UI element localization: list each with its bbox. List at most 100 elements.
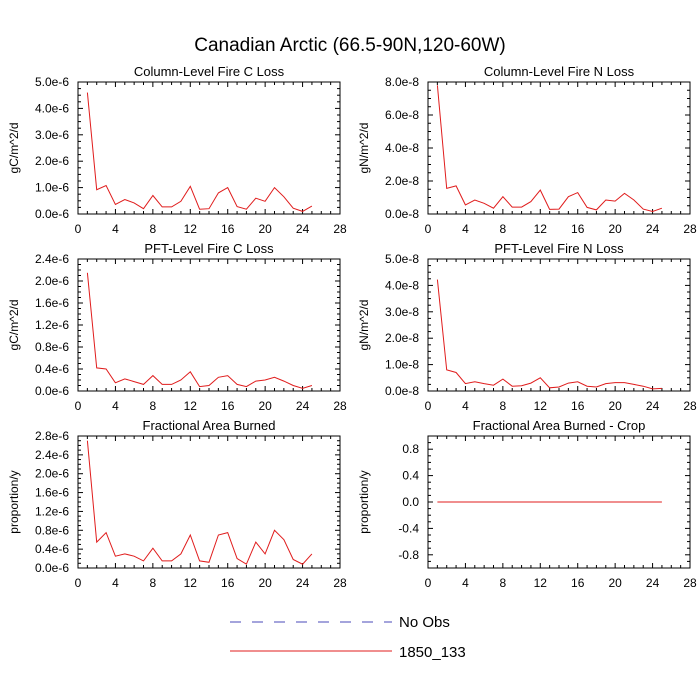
y-tick-label: 0.0e-6 xyxy=(35,561,69,575)
y-axis-label: gC/m^2/d xyxy=(7,123,21,174)
panel-title: Column-Level Fire C Loss xyxy=(134,64,285,79)
y-tick-label: 2.0e-8 xyxy=(385,331,419,345)
series-line xyxy=(436,85,663,213)
x-tick-label: 12 xyxy=(534,399,548,413)
x-tick-label: 16 xyxy=(221,399,235,413)
legend-label-1850-133: 1850_133 xyxy=(399,644,466,661)
y-tick-label: 0.0e-8 xyxy=(385,384,419,398)
page-title: Canadian Arctic (66.5-90N,120-60W) xyxy=(194,35,506,56)
y-tick-label: 3.0e-6 xyxy=(35,128,69,142)
y-axis-label: gN/m^2/d xyxy=(357,123,371,174)
x-tick-label: 8 xyxy=(150,576,157,590)
y-tick-label: 4.0e-6 xyxy=(35,101,69,115)
x-tick-label: 24 xyxy=(646,222,660,236)
series-line xyxy=(86,272,313,389)
x-tick-label: 0 xyxy=(425,222,432,236)
x-tick-label: 28 xyxy=(333,222,347,236)
y-tick-label: 6.0e-8 xyxy=(385,108,419,122)
y-tick-label: 1.6e-6 xyxy=(35,486,69,500)
y-tick-label: 2.0e-6 xyxy=(35,154,69,168)
x-tick-label: 16 xyxy=(221,576,235,590)
y-axis-label: gN/m^2/d xyxy=(357,300,371,351)
panel-title: Column-Level Fire N Loss xyxy=(484,64,635,79)
x-tick-label: 12 xyxy=(184,399,198,413)
x-tick-label: 28 xyxy=(333,399,347,413)
plot-frame xyxy=(427,81,691,215)
x-tick-label: 16 xyxy=(571,576,585,590)
x-tick-label: 8 xyxy=(150,399,157,413)
y-axis-label: proportion/y xyxy=(7,470,21,533)
y-tick-label: 4.0e-8 xyxy=(385,141,419,155)
y-tick-label: 2.8e-6 xyxy=(35,429,69,443)
panel-title: PFT-Level Fire N Loss xyxy=(494,241,624,256)
x-tick-label: 8 xyxy=(500,222,507,236)
y-tick-label: 2.4e-6 xyxy=(35,252,69,266)
x-tick-label: 20 xyxy=(258,399,272,413)
x-tick-label: 4 xyxy=(112,576,119,590)
x-tick-label: 4 xyxy=(112,222,119,236)
y-tick-label: 8.0e-8 xyxy=(385,75,419,89)
y-axis-label: gC/m^2/d xyxy=(7,300,21,351)
x-tick-label: 24 xyxy=(646,399,660,413)
panels: Column-Level Fire C Loss gC/m^2/d 0 4 8 12 16 2… xyxy=(7,64,697,590)
x-tick-label: 0 xyxy=(75,222,82,236)
plot-frame xyxy=(77,258,341,392)
y-tick-label: -0.8 xyxy=(398,548,419,562)
y-tick-label: 0.0e-8 xyxy=(385,207,419,221)
x-tick-label: 4 xyxy=(462,399,469,413)
x-tick-label: 24 xyxy=(296,399,310,413)
panel-4: PFT-Level Fire N Loss gN/m^2/d 0 4 8 12 16 20 24… xyxy=(357,241,697,413)
x-tick-label: 0 xyxy=(75,399,82,413)
panel-title: Fractional Area Burned xyxy=(143,418,276,433)
panel-3: PFT-Level Fire C Loss gC/m^2/d 0 4 8 12 16 20 24… xyxy=(7,241,347,413)
plot-frame xyxy=(77,81,341,215)
x-tick-label: 16 xyxy=(221,222,235,236)
x-tick-label: 24 xyxy=(296,222,310,236)
x-tick-label: 20 xyxy=(258,222,272,236)
y-tick-label: 3.0e-8 xyxy=(385,305,419,319)
x-tick-label: 4 xyxy=(462,576,469,590)
x-tick-label: 28 xyxy=(683,222,697,236)
y-tick-label: 0.0e-6 xyxy=(35,384,69,398)
x-tick-label: 8 xyxy=(500,576,507,590)
x-tick-label: 8 xyxy=(150,222,157,236)
y-tick-label: 0.8 xyxy=(402,442,419,456)
panel-5: Fractional Area Burned proportion/y 0 4 8 12 1… xyxy=(7,418,347,590)
y-tick-label: -0.4 xyxy=(398,521,419,535)
y-tick-label: 2.0e-6 xyxy=(35,467,69,481)
y-tick-label: 1.0e-8 xyxy=(385,358,419,372)
y-tick-label: 0.8e-6 xyxy=(35,340,69,354)
x-tick-label: 12 xyxy=(534,222,548,236)
x-tick-label: 4 xyxy=(462,222,469,236)
y-tick-label: 2.4e-6 xyxy=(35,448,69,462)
y-tick-label: 0.4 xyxy=(402,469,419,483)
y-tick-label: 0.4e-6 xyxy=(35,542,69,556)
panel-6: Fractional Area Burned - Crop proportion/… xyxy=(357,418,697,590)
x-tick-label: 0 xyxy=(75,576,82,590)
x-tick-label: 8 xyxy=(500,399,507,413)
y-tick-label: 1.2e-6 xyxy=(35,504,69,518)
x-tick-label: 24 xyxy=(296,576,310,590)
y-tick-label: 0.0e-6 xyxy=(35,207,69,221)
x-tick-label: 12 xyxy=(184,576,198,590)
y-tick-label: 2.0e-6 xyxy=(35,274,69,288)
x-tick-label: 20 xyxy=(258,576,272,590)
x-tick-label: 16 xyxy=(571,222,585,236)
y-axis-label: proportion/y xyxy=(357,470,371,533)
legend: No Obs 1850_133 xyxy=(230,614,466,661)
x-tick-label: 28 xyxy=(333,576,347,590)
panel-2: Column-Level Fire N Loss gN/m^2/d 0 4 8 12 16 2… xyxy=(357,64,697,236)
x-tick-label: 28 xyxy=(683,576,697,590)
y-tick-label: 1.6e-6 xyxy=(35,296,69,310)
y-tick-label: 5.0e-6 xyxy=(35,75,69,89)
y-tick-label: 1.2e-6 xyxy=(35,318,69,332)
panel-title: PFT-Level Fire C Loss xyxy=(144,241,274,256)
y-tick-label: 0.8e-6 xyxy=(35,523,69,537)
y-tick-label: 0.4e-6 xyxy=(35,362,69,376)
plot-frame xyxy=(427,258,691,392)
x-tick-label: 16 xyxy=(571,399,585,413)
x-tick-label: 20 xyxy=(608,576,622,590)
series-line xyxy=(86,440,313,565)
y-tick-label: 5.0e-8 xyxy=(385,252,419,266)
